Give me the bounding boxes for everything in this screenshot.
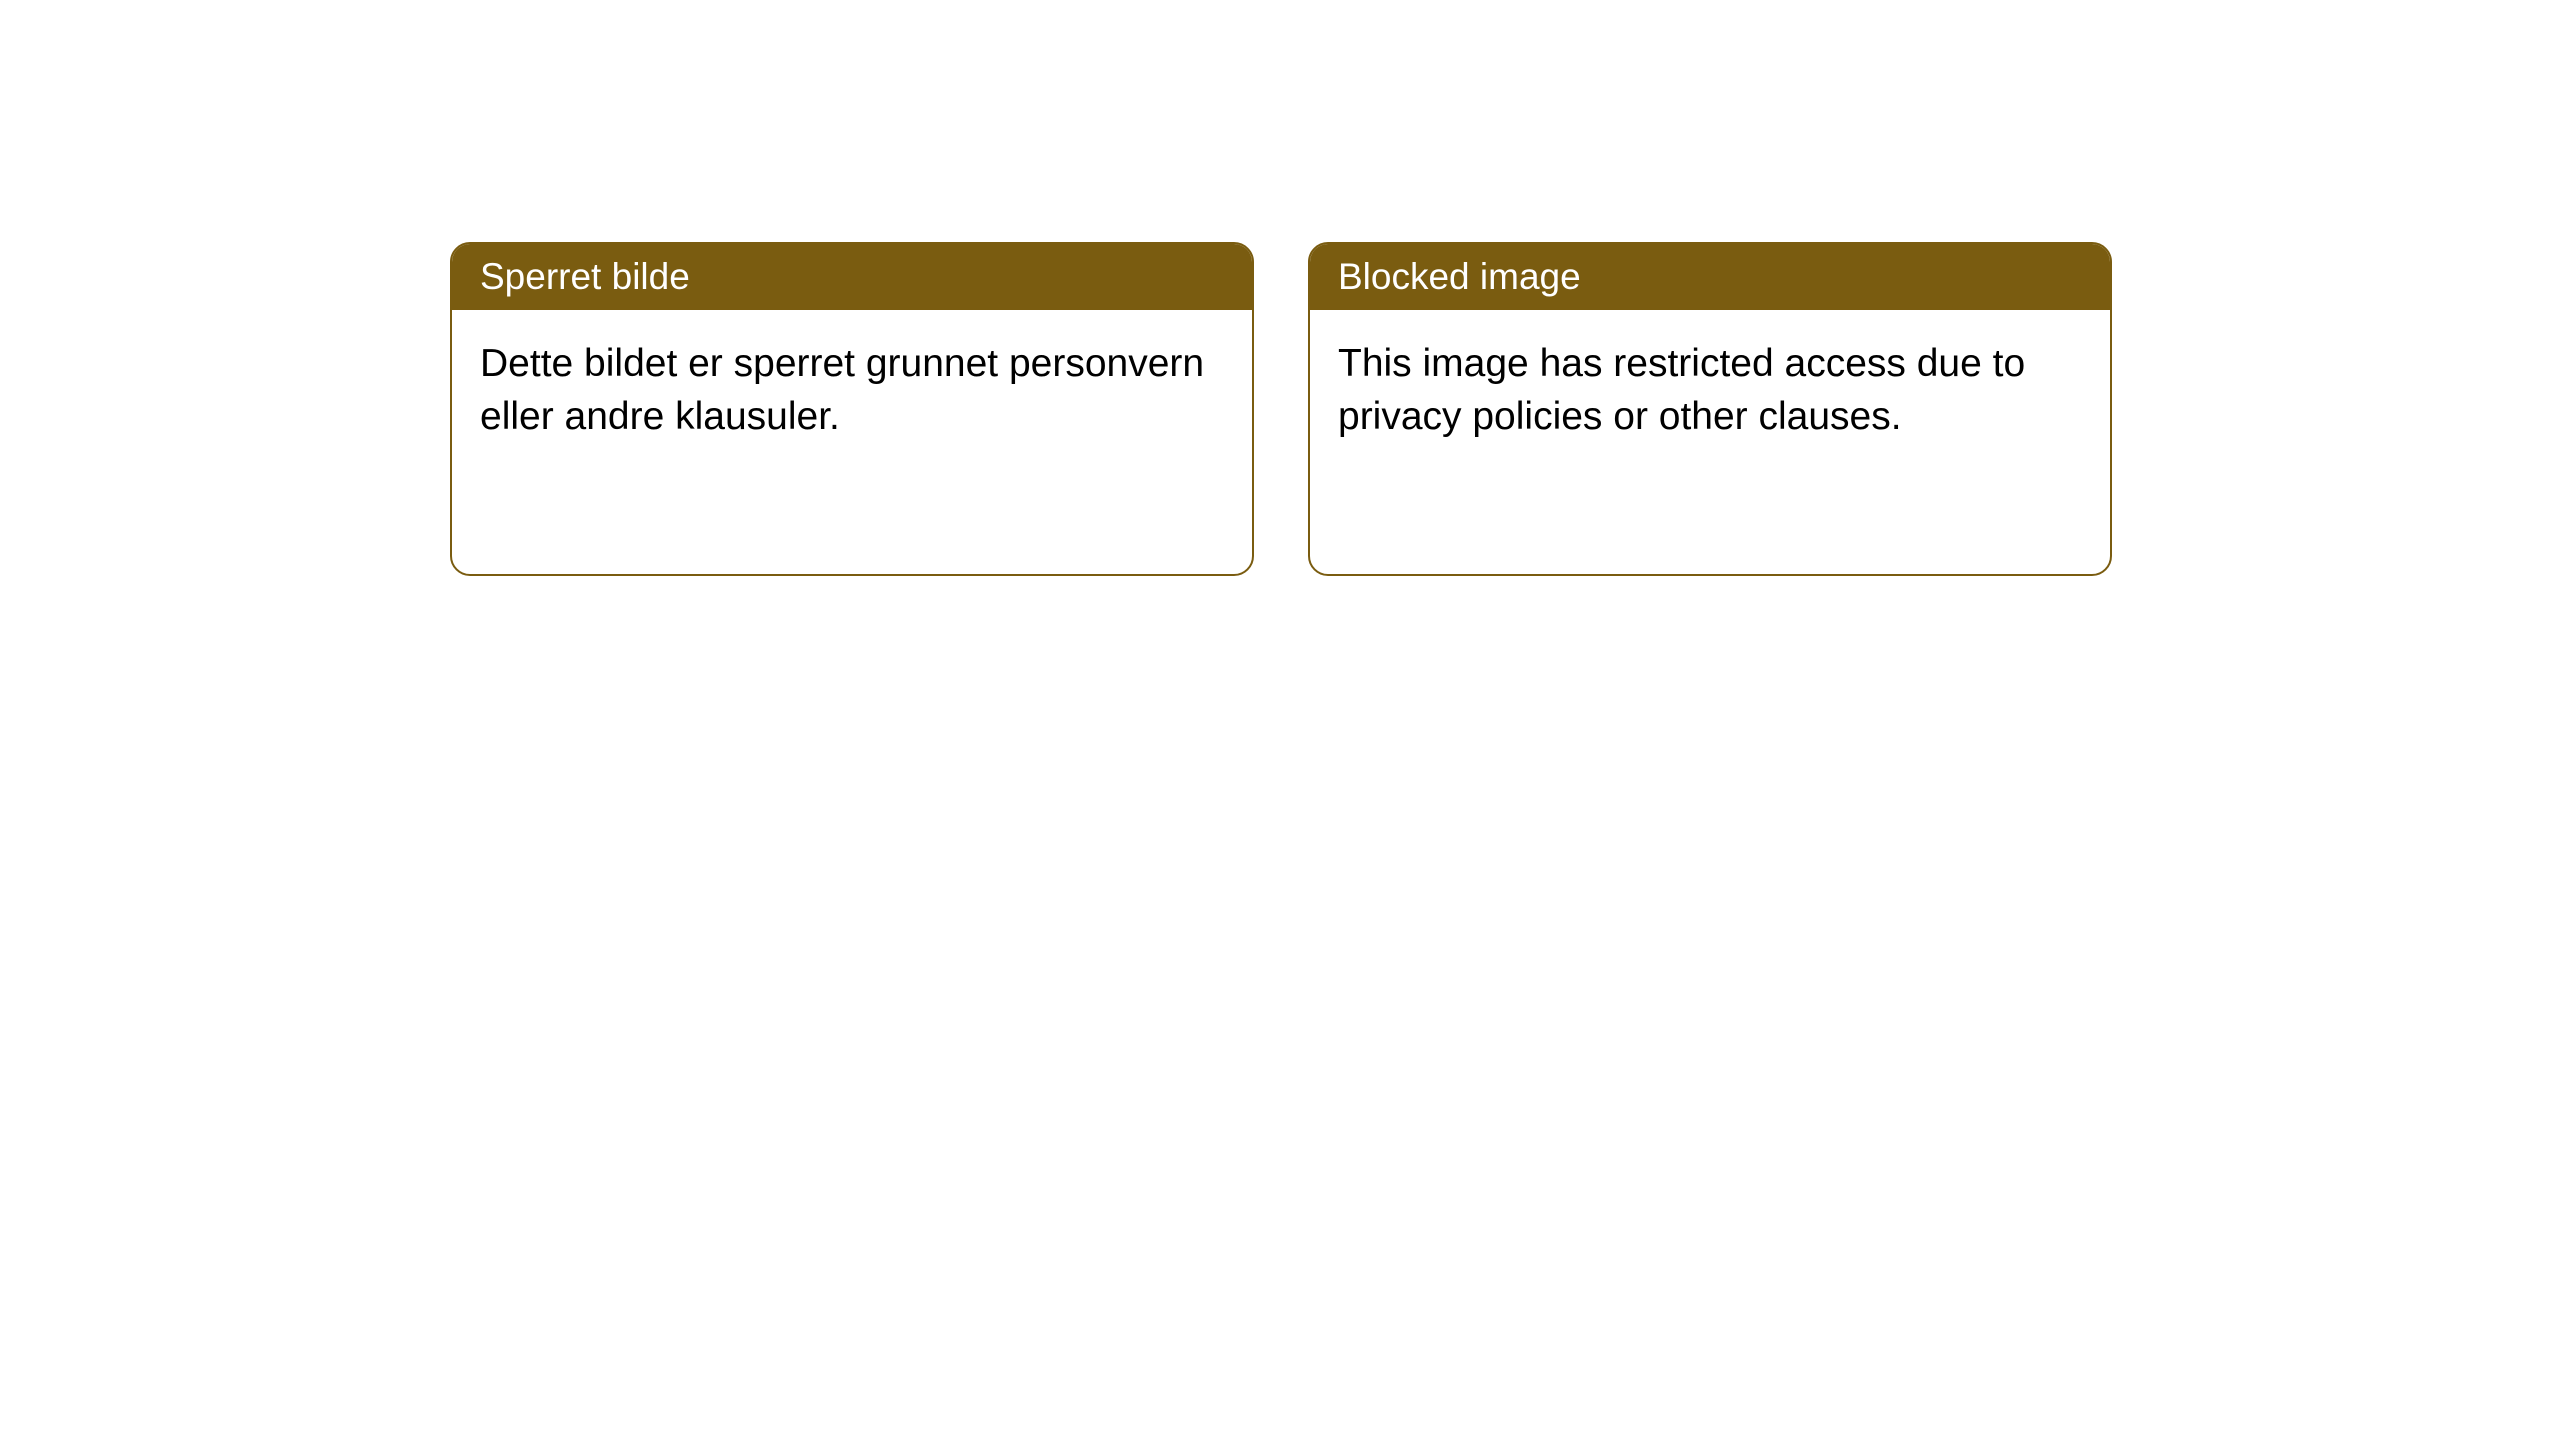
card-body: This image has restricted access due to … (1310, 310, 2110, 471)
card-message: Dette bildet er sperret grunnet personve… (480, 342, 1204, 438)
notice-container: Sperret bilde Dette bildet er sperret gr… (0, 0, 2560, 576)
card-title: Blocked image (1338, 256, 1581, 297)
card-title: Sperret bilde (480, 256, 690, 297)
blocked-image-card-norwegian: Sperret bilde Dette bildet er sperret gr… (450, 242, 1254, 576)
card-message: This image has restricted access due to … (1338, 342, 2025, 438)
card-body: Dette bildet er sperret grunnet personve… (452, 310, 1252, 471)
blocked-image-card-english: Blocked image This image has restricted … (1308, 242, 2112, 576)
card-header: Blocked image (1310, 244, 2110, 310)
card-header: Sperret bilde (452, 244, 1252, 310)
